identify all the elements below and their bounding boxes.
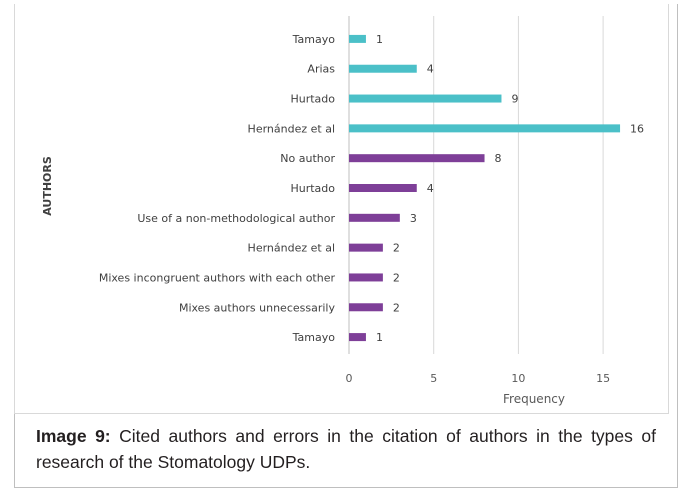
data-label: 2 (393, 242, 400, 255)
x-tick-label: 5 (430, 372, 437, 385)
data-label: 9 (511, 93, 518, 106)
bar (349, 243, 383, 252)
data-label: 16 (630, 122, 644, 135)
bar (349, 124, 621, 133)
x-tick-label: 15 (596, 372, 610, 385)
bar (349, 94, 502, 103)
bar (349, 213, 400, 222)
bar (349, 303, 383, 312)
category-label: Hurtado (290, 93, 335, 106)
category-label: Use of a non-methodological author (137, 212, 335, 225)
category-label: Hernández et al (248, 122, 335, 135)
category-label: Tamayo (292, 331, 336, 344)
bar (349, 64, 417, 73)
x-tick-label: 10 (511, 372, 525, 385)
data-labels: 1 4 9 16 8 4 3 2 2 2 1 (376, 33, 644, 344)
category-label: Mixes authors unnecessarily (179, 301, 336, 314)
category-label: Hernández et al (248, 242, 335, 255)
category-label: Hurtado (290, 182, 335, 195)
bars (349, 34, 621, 342)
figure-caption: Image 9: Cited authors and errors in the… (36, 423, 656, 475)
bar-chart: AUTHORS Tamayo Arias Hurtado Hernández et a… (41, 16, 644, 406)
x-tick-label: 0 (346, 372, 353, 385)
caption-text: Cited authors and errors in the citation… (36, 426, 656, 472)
chart-box (14, 4, 669, 414)
data-label: 3 (410, 212, 417, 225)
bar (349, 333, 366, 342)
category-labels: Tamayo Arias Hurtado Hernández et al No auth… (99, 33, 336, 344)
bar (349, 184, 417, 192)
data-label: 4 (427, 63, 434, 76)
category-label: No author (280, 152, 335, 165)
data-label: 1 (376, 331, 383, 344)
x-axis-title: Frequency (503, 392, 565, 406)
data-label: 1 (376, 33, 383, 46)
bar (349, 273, 383, 282)
data-label: 8 (495, 152, 502, 165)
data-label: 2 (393, 301, 400, 314)
bar (349, 34, 366, 43)
category-label: Arias (307, 63, 335, 76)
category-label: Tamayo (292, 33, 336, 46)
bar (349, 154, 485, 163)
category-label: Mixes incongruent authors with each othe… (99, 271, 336, 284)
caption-label: Image 9: (36, 426, 111, 446)
y-axis-title: AUTHORS (41, 156, 54, 216)
x-tick-labels: 0 5 10 15 (346, 372, 611, 385)
data-label: 4 (427, 182, 434, 195)
data-label: 2 (393, 271, 400, 284)
